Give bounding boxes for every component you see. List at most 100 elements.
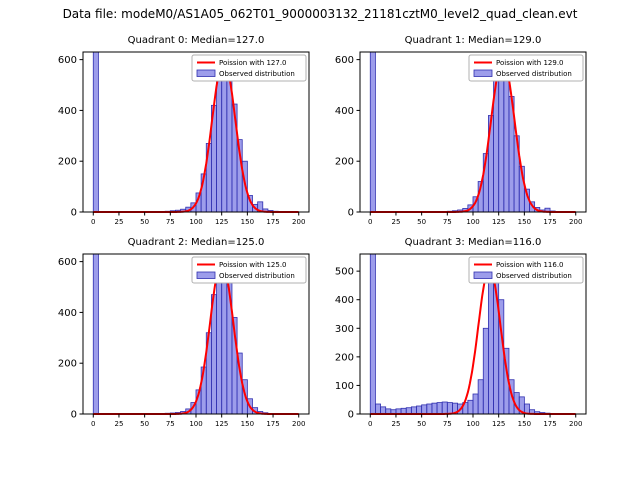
x-axis-ticks: 0 25 50 75 100 125 150 175 200 — [368, 414, 582, 428]
legend-box — [468, 54, 584, 82]
subplot-quadrant-2: Quadrant 2: Median=125.0 0 25 50 75 100 125 15… — [45, 236, 315, 436]
y-tick-label: 200 — [58, 359, 77, 370]
y-tick-label: 200 — [335, 352, 354, 363]
histogram-bar — [441, 401, 448, 415]
legend-label-poisson: Poission with 125.0 — [219, 261, 287, 269]
x-tick-label: 100 — [466, 218, 479, 226]
x-tick-label: 50 — [140, 218, 149, 226]
y-tick-label: 400 — [58, 106, 77, 117]
histogram-bar — [426, 403, 433, 415]
x-tick-label: 150 — [241, 420, 254, 428]
legend-label-observed: Observed distribution — [219, 272, 295, 280]
x-tick-label: 175 — [266, 420, 279, 428]
legend-patch-sample — [196, 271, 216, 279]
histogram-bar — [416, 405, 423, 415]
x-tick-label: 150 — [241, 218, 254, 226]
histogram-bar — [375, 403, 381, 415]
legend: Poission with 129.0 Observed distribution — [468, 54, 584, 82]
histogram-bar — [421, 404, 428, 415]
x-tick-label: 100 — [189, 420, 202, 428]
histogram-bar — [221, 261, 228, 415]
legend-patch-sample — [473, 69, 493, 77]
x-tick-label: 175 — [543, 420, 556, 428]
subplot-title: Quadrant 1: Median=129.0 — [404, 35, 542, 46]
y-axis-ticks: 0 100 200 300 400 500 — [335, 267, 360, 421]
legend: Poission with 127.0 Observed distribution — [191, 54, 307, 82]
y-tick-label: 300 — [335, 324, 354, 335]
subplot-quadrant-3: Quadrant 3: Median=116.0 0 25 50 75 100 125 15… — [322, 236, 592, 436]
legend-box — [191, 256, 307, 284]
poisson-curve — [370, 58, 576, 213]
x-tick-label: 125 — [492, 218, 505, 226]
x-axis-ticks: 0 25 50 75 100 125 150 175 200 — [91, 212, 305, 226]
histogram-bar — [498, 59, 505, 213]
histogram-bar — [472, 393, 479, 415]
x-tick-label: 100 — [189, 218, 202, 226]
legend-label-observed: Observed distribution — [219, 70, 295, 78]
figure-title: Data file: modeM0/AS1A05_062T01_90000031… — [62, 7, 578, 21]
legend: Poission with 116.0 Observed distribution — [468, 256, 584, 284]
subplot-quadrant-1: Quadrant 1: Median=129.0 0 25 50 75 100 125 15… — [322, 34, 592, 234]
x-tick-label: 50 — [417, 218, 426, 226]
legend-label-poisson: Poission with 129.0 — [496, 59, 564, 67]
x-tick-label: 50 — [417, 420, 426, 428]
y-tick-label: 600 — [58, 55, 77, 66]
y-tick-label: 200 — [58, 157, 77, 168]
legend-label-observed: Observed distribution — [496, 272, 572, 280]
subplot-quadrant-0: Quadrant 0: Median=127.0 0 25 50 75 100 125 15… — [45, 34, 315, 234]
x-tick-label: 125 — [215, 218, 228, 226]
histogram-bar — [488, 265, 494, 415]
histogram-bar — [92, 253, 99, 415]
y-tick-label: 400 — [335, 295, 354, 306]
histogram-bar — [221, 59, 228, 213]
y-axis-ticks: 0 200 400 600 — [58, 55, 83, 219]
x-tick-label: 175 — [543, 218, 556, 226]
x-tick-label: 75 — [443, 218, 452, 226]
histogram-bar — [503, 65, 510, 213]
y-tick-label: 400 — [335, 106, 354, 117]
x-tick-label: 125 — [492, 420, 505, 428]
legend-box — [468, 256, 584, 284]
x-tick-label: 200 — [569, 218, 582, 226]
legend-label-poisson: Poission with 116.0 — [496, 261, 564, 269]
x-tick-label: 0 — [368, 420, 372, 428]
x-tick-label: 75 — [166, 420, 175, 428]
chart-canvas: 0 25 50 75 100 125 150 175 200 0 200 400 600 Poission… — [335, 51, 587, 226]
x-axis-ticks: 0 25 50 75 100 125 150 175 200 — [91, 414, 305, 428]
histogram-bars — [369, 253, 566, 415]
chart-canvas: 0 25 50 75 100 125 150 175 200 0 200 400 600 Poission… — [58, 253, 310, 428]
histogram-bar — [467, 399, 474, 415]
y-tick-label: 600 — [335, 55, 354, 66]
x-tick-label: 150 — [518, 218, 531, 226]
histogram-bar — [216, 266, 223, 415]
x-tick-label: 200 — [292, 420, 305, 428]
x-tick-label: 25 — [114, 218, 123, 226]
histogram-bar — [216, 74, 223, 213]
x-tick-label: 75 — [443, 420, 452, 428]
poisson-curve — [93, 58, 299, 213]
x-tick-label: 200 — [292, 218, 305, 226]
y-tick-label: 200 — [335, 157, 354, 168]
legend: Poission with 125.0 Observed distribution — [191, 256, 307, 284]
legend-box — [191, 54, 307, 82]
histogram-bar — [380, 406, 387, 415]
x-tick-label: 125 — [215, 420, 228, 428]
y-tick-label: 500 — [335, 267, 354, 278]
y-tick-label: 400 — [58, 308, 77, 319]
x-tick-label: 0 — [91, 218, 95, 226]
x-tick-label: 150 — [518, 420, 531, 428]
legend-label-observed: Observed distribution — [496, 70, 572, 78]
legend-label-poisson: Poission with 127.0 — [219, 59, 287, 67]
x-tick-label: 25 — [391, 420, 400, 428]
legend-patch-sample — [473, 271, 493, 279]
legend-patch-sample — [196, 69, 216, 77]
y-tick-label: 0 — [71, 410, 77, 421]
histogram-bar — [436, 402, 443, 415]
x-axis-ticks: 0 25 50 75 100 125 150 175 200 — [368, 212, 582, 226]
x-tick-label: 175 — [266, 218, 279, 226]
histogram-bar — [431, 402, 438, 415]
chart-canvas: 0 25 50 75 100 125 150 175 200 0 200 400 600 Poission… — [58, 51, 310, 226]
histogram-bar — [410, 406, 417, 415]
subplot-title: Quadrant 3: Median=116.0 — [404, 237, 542, 248]
chart-canvas: 0 25 50 75 100 125 150 175 200 0 100 200 300 400 500 Po… — [335, 253, 587, 428]
